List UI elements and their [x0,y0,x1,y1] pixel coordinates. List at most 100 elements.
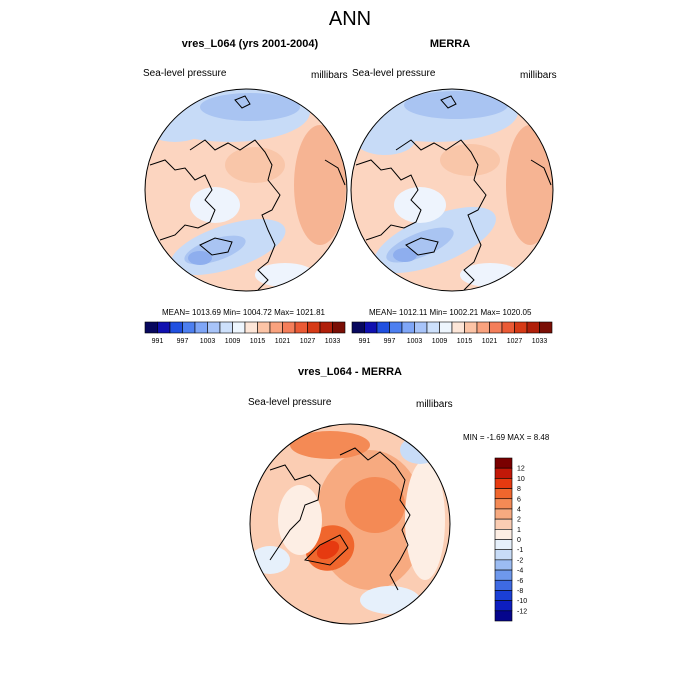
diff-panel-units: millibars [416,399,453,410]
colorbar-swatch [414,321,428,334]
colorbar-tick-label: 1003 [407,338,423,345]
colorbar-swatch [144,321,158,334]
colorbar-swatch [494,518,513,530]
colorbar-tick-label: 1027 [300,338,316,345]
colorbar-swatch [219,321,233,334]
colorbar-swatch [494,498,513,510]
colorbar-tick-label: 1021 [275,338,291,345]
colorbar-swatch [494,579,513,591]
colorbar-swatch [439,321,453,334]
colorbar-swatch [157,321,171,334]
colorbar-swatch [514,321,528,334]
colorbar-swatch [257,321,271,334]
colorbar-swatch [494,478,513,489]
colorbar-swatch [526,321,540,334]
colorbar-swatch [351,321,365,334]
colorbar-tick-label: -10 [517,598,527,605]
panel-1-variable: Sea-level pressure [143,68,227,79]
colorbar-swatch [494,539,513,550]
colorbar-tick-label: -2 [517,557,523,564]
panel-2-variable: Sea-level pressure [352,68,436,79]
colorbar-tick-label: 1033 [532,338,548,345]
colorbar-swatch [376,321,390,334]
colorbar-tick-label: 1015 [250,338,266,345]
colorbar-swatch [489,321,503,334]
colorbar-tick-label: 1015 [457,338,473,345]
colorbar-tick-label: 1 [517,527,521,534]
colorbar-swatch [494,508,513,520]
colorbar-swatch [269,321,283,334]
colorbar-tick-label: 4 [517,506,521,513]
colorbar-panel-1: 991 997 1003 1009 1015 1021 1027 1033 [144,321,346,345]
colorbar-tick-label: 991 [152,338,164,345]
colorbar-swatch [501,321,515,334]
map-diff-coastlines [269,439,441,591]
colorbar-swatch [294,321,308,334]
figure-title: ANN [328,8,372,30]
map-panel-1 [145,89,347,291]
colorbar-tick-label: 997 [177,338,189,345]
colorbar-swatch [494,559,513,571]
colorbar-swatch [282,321,296,334]
colorbar-swatch [207,321,221,334]
colorbar-swatch [494,549,513,561]
colorbar-swatch [476,321,490,334]
colorbar-swatch [401,321,415,334]
colorbar-tick-label: -6 [517,578,523,585]
colorbar-panel-2: 991 997 1003 1009 1015 1021 1027 1033 [351,321,553,345]
diff-panel-stats: MIN = -1.69 MAX = 8.48 [463,433,550,442]
colorbar-swatch [169,321,183,334]
colorbar-swatch [307,321,321,334]
colorbar-tick-label: 2 [517,517,521,524]
colorbar-swatch [389,321,403,334]
colorbar-tick-label: 1009 [432,338,448,345]
diff-panel-title: vres_L064 - MERRA [298,366,402,378]
panel-2-units: millibars [520,70,557,81]
panel-1-units: millibars [311,70,348,81]
colorbar-swatch [182,321,196,334]
colorbar-swatch [494,610,513,622]
colorbar-swatch [194,321,208,334]
colorbar-swatch [494,488,513,500]
colorbar-swatch [319,321,333,334]
colorbar-tick-label: 8 [517,486,521,493]
colorbar-tick-label: 1009 [225,338,241,345]
colorbar-tick-label: -12 [517,608,527,615]
colorbar-swatch [464,321,478,334]
colorbar-tick-label: 1027 [507,338,523,345]
panel-1-stats: MEAN= 1013.69 Min= 1004.72 Max= 1021.81 [162,308,325,317]
colorbar-tick-label: -1 [517,547,523,554]
panel-2-title: MERRA [429,38,471,50]
colorbar-tick-label: 991 [359,338,371,345]
colorbar-tick-label: 0 [517,537,521,544]
colorbar-swatch [494,467,513,479]
colorbar-swatch [364,321,378,334]
colorbar-tick-label: 1003 [200,338,216,345]
colorbar-tick-label: 1021 [482,338,498,345]
panel-2-stats: MEAN= 1012.11 Min= 1002.21 Max= 1020.05 [369,308,532,317]
colorbar-tick-label: -4 [517,568,523,575]
colorbar-tick-label: 10 [517,476,525,483]
colorbar-tick-label: 1033 [325,338,341,345]
colorbar-swatch [494,600,513,612]
colorbar-swatch [494,590,513,601]
colorbar-swatch [494,457,513,469]
colorbar-swatch [539,321,553,334]
colorbar-swatch [451,321,465,334]
colorbar-swatch [332,321,346,334]
colorbar-tick-label: -8 [517,588,523,595]
map-diff-panel [250,424,450,624]
colorbar-tick-label: 997 [384,338,396,345]
colorbar-tick-label: 6 [517,496,521,503]
panel-1-title: vres_L064 (yrs 2001-2004) [181,38,319,50]
colorbar-swatch [494,569,513,581]
colorbar-swatch [426,321,440,334]
colorbar-tick-label: 12 [517,466,525,473]
colorbar-swatch [232,321,246,334]
map-panel-2 [351,89,553,291]
diff-panel-variable: Sea-level pressure [248,397,332,408]
colorbar-swatch [494,529,513,540]
colorbar-swatch [244,321,258,334]
